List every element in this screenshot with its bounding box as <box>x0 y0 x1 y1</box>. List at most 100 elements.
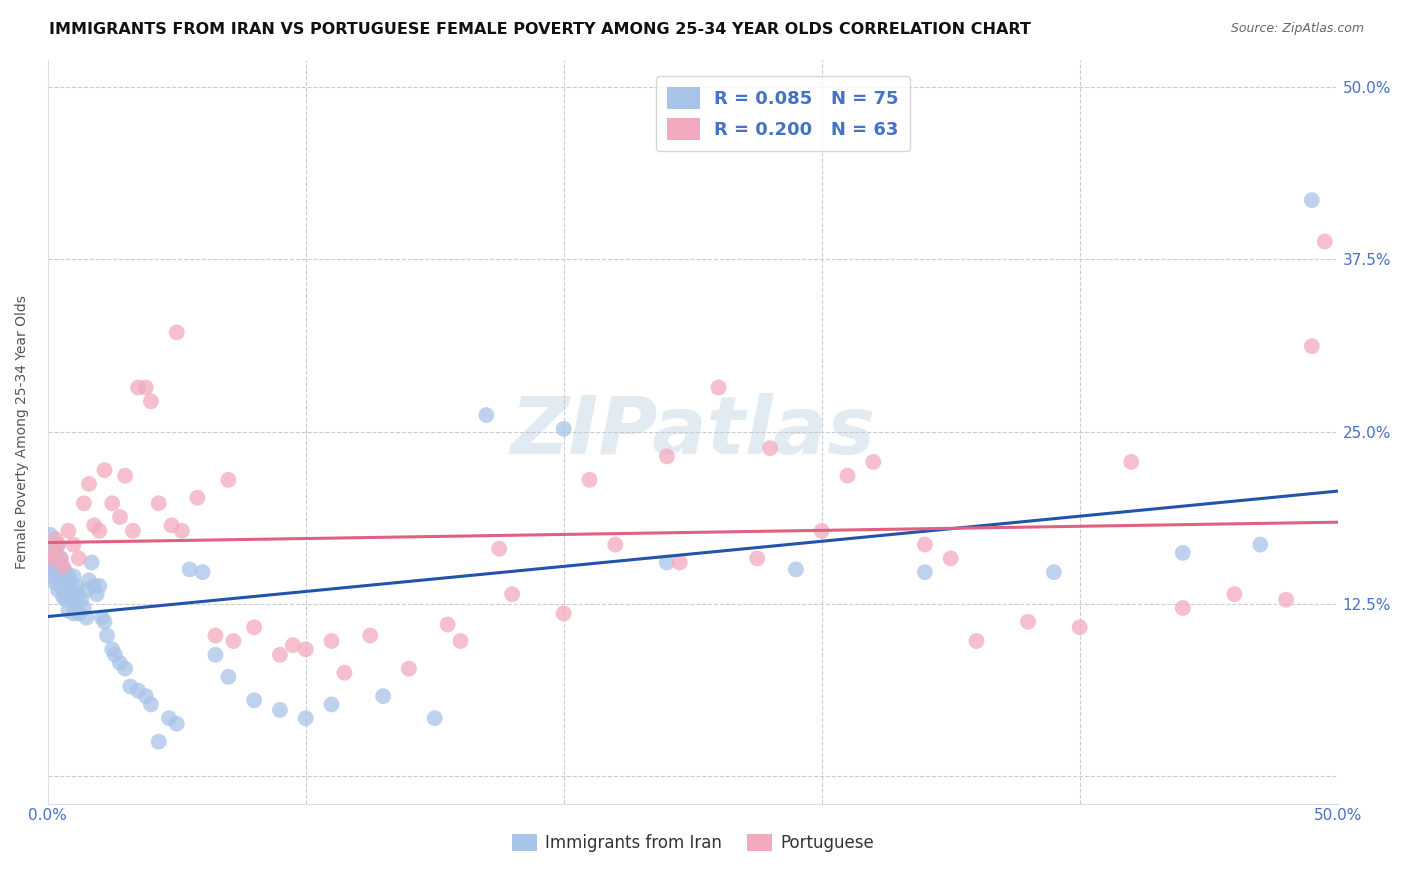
Point <box>217 473 239 487</box>
Point <box>52 562 75 576</box>
Point <box>553 422 575 436</box>
Point <box>222 634 245 648</box>
Point <box>135 380 157 394</box>
Point <box>46 538 69 552</box>
Point <box>359 628 381 642</box>
Point <box>191 565 214 579</box>
Point <box>42 569 65 583</box>
Y-axis label: Female Poverty Among 25-34 Year Olds: Female Poverty Among 25-34 Year Olds <box>15 294 30 568</box>
Point <box>73 496 96 510</box>
Point <box>1249 538 1271 552</box>
Point <box>217 670 239 684</box>
Point <box>46 538 69 552</box>
Point <box>148 734 170 748</box>
Point <box>44 532 66 546</box>
Point <box>1313 235 1336 249</box>
Point <box>42 556 65 570</box>
Point <box>1069 620 1091 634</box>
Point <box>810 524 832 538</box>
Point <box>59 590 82 604</box>
Point <box>44 549 66 563</box>
Point <box>44 562 66 576</box>
Point <box>1121 455 1143 469</box>
Point <box>170 524 193 538</box>
Point <box>914 538 936 552</box>
Point <box>160 518 183 533</box>
Point <box>398 662 420 676</box>
Text: Source: ZipAtlas.com: Source: ZipAtlas.com <box>1230 22 1364 36</box>
Point <box>707 380 730 394</box>
Point <box>166 326 188 340</box>
Point <box>39 549 62 563</box>
Point <box>52 576 75 591</box>
Point <box>475 408 498 422</box>
Legend: R = 0.085   N = 75, R = 0.200   N = 63: R = 0.085 N = 75, R = 0.200 N = 63 <box>657 76 910 151</box>
Point <box>281 638 304 652</box>
Point <box>62 569 84 583</box>
Point <box>862 455 884 469</box>
Point <box>62 607 84 621</box>
Point <box>58 524 80 538</box>
Point <box>120 680 142 694</box>
Point <box>333 665 356 680</box>
Point <box>52 590 75 604</box>
Point <box>114 468 136 483</box>
Point <box>83 518 105 533</box>
Point <box>148 496 170 510</box>
Point <box>1301 339 1323 353</box>
Point <box>450 634 472 648</box>
Point <box>58 604 80 618</box>
Point <box>86 587 108 601</box>
Point <box>42 546 65 560</box>
Point <box>837 468 859 483</box>
Point <box>243 693 266 707</box>
Point <box>1275 592 1298 607</box>
Point <box>668 556 690 570</box>
Point <box>101 496 124 510</box>
Point <box>655 556 678 570</box>
Point <box>243 620 266 634</box>
Point <box>785 562 807 576</box>
Point <box>966 634 988 648</box>
Point <box>75 582 97 597</box>
Point <box>436 617 458 632</box>
Point <box>62 538 84 552</box>
Point <box>1301 193 1323 207</box>
Point <box>39 562 62 576</box>
Point <box>294 711 316 725</box>
Point <box>93 615 115 629</box>
Point <box>96 628 118 642</box>
Point <box>90 610 112 624</box>
Point <box>269 703 291 717</box>
Point <box>46 556 69 570</box>
Point <box>114 662 136 676</box>
Point <box>89 524 111 538</box>
Point <box>62 587 84 601</box>
Point <box>80 556 103 570</box>
Point <box>89 579 111 593</box>
Point <box>1043 565 1066 579</box>
Point <box>93 463 115 477</box>
Point <box>101 642 124 657</box>
Text: ZIPatlas: ZIPatlas <box>510 392 875 471</box>
Point <box>75 610 97 624</box>
Point <box>42 541 65 556</box>
Point <box>67 587 90 601</box>
Point <box>65 597 87 611</box>
Point <box>46 582 69 597</box>
Point <box>59 576 82 591</box>
Point <box>186 491 208 505</box>
Point <box>77 477 100 491</box>
Point <box>605 538 627 552</box>
Point <box>553 607 575 621</box>
Point <box>1171 601 1194 615</box>
Point <box>49 551 72 566</box>
Point <box>39 528 62 542</box>
Point <box>77 574 100 588</box>
Point <box>73 601 96 615</box>
Point <box>179 562 201 576</box>
Point <box>321 634 343 648</box>
Point <box>108 656 131 670</box>
Point <box>108 510 131 524</box>
Point <box>67 551 90 566</box>
